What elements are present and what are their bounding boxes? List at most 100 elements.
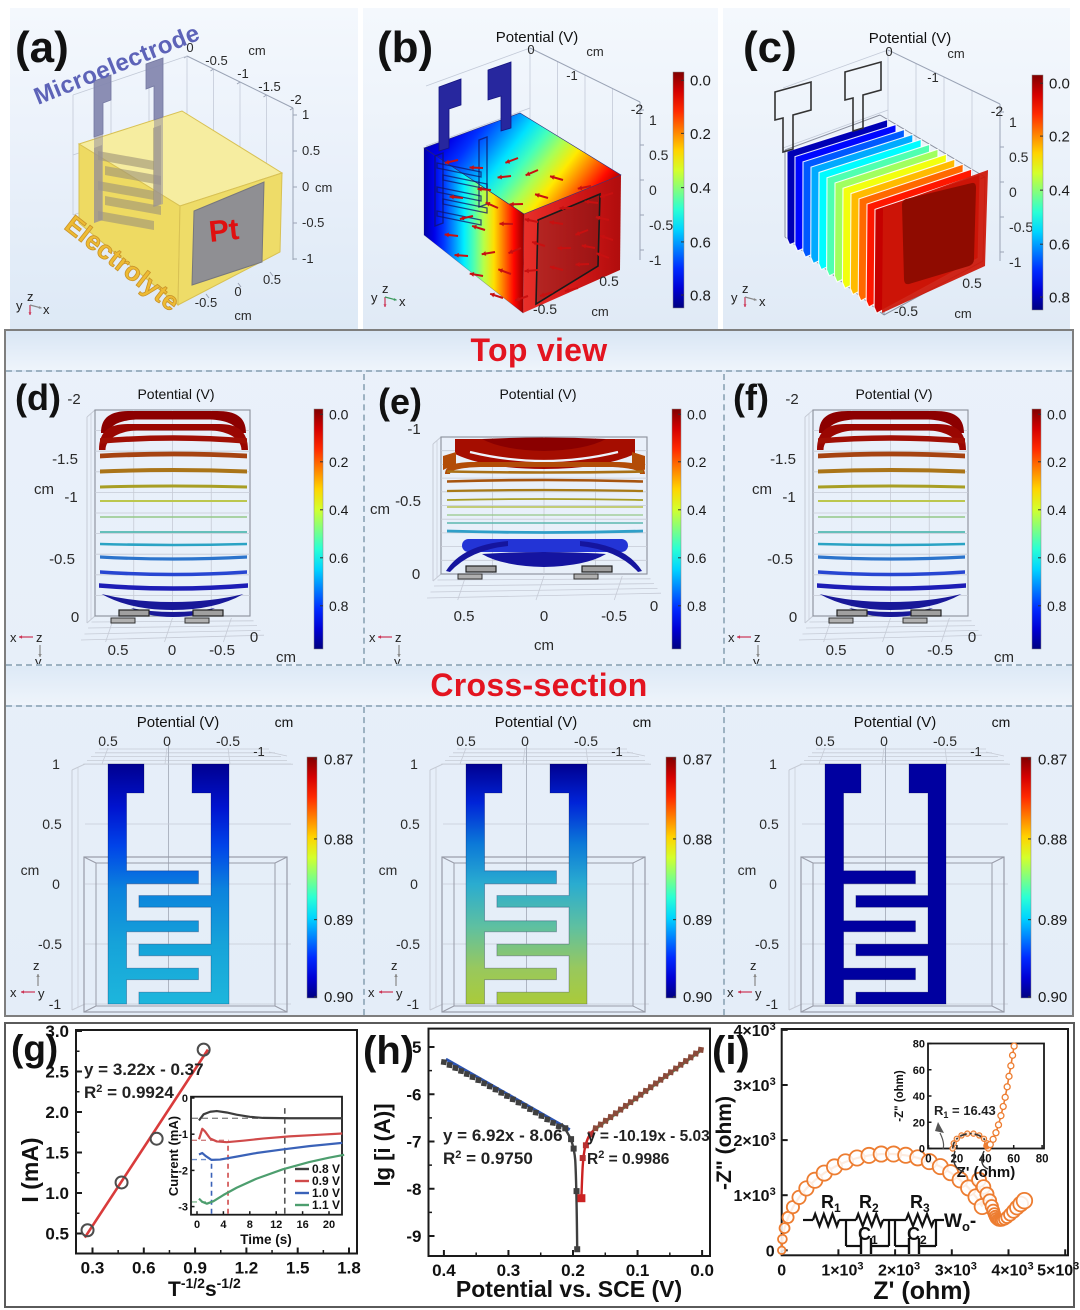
svg-text:-0.5: -0.5 bbox=[601, 608, 627, 625]
svg-text:-0.5: -0.5 bbox=[933, 733, 957, 749]
svg-text:0: 0 bbox=[194, 1219, 200, 1231]
svg-text:-2: -2 bbox=[178, 1165, 188, 1177]
svg-text:0.5: 0.5 bbox=[1009, 149, 1029, 165]
svg-text:0.8: 0.8 bbox=[1047, 598, 1067, 614]
svg-text:Potential (V): Potential (V) bbox=[854, 714, 937, 731]
svg-text:0.5: 0.5 bbox=[302, 143, 320, 158]
svg-text:y: y bbox=[371, 290, 378, 305]
svg-text:x: x bbox=[10, 985, 17, 1000]
svg-text:z: z bbox=[33, 958, 40, 973]
svg-text:-1: -1 bbox=[1009, 254, 1022, 270]
svg-text:z: z bbox=[754, 630, 761, 645]
svg-text:0.9: 0.9 bbox=[183, 1259, 207, 1278]
svg-text:-0.5: -0.5 bbox=[894, 303, 918, 319]
svg-text:0: 0 bbox=[925, 1154, 931, 1166]
svg-text:-0.5: -0.5 bbox=[767, 551, 793, 568]
svg-text:y: y bbox=[396, 986, 403, 1001]
svg-text:0.5: 0.5 bbox=[759, 816, 779, 832]
svg-text:z: z bbox=[742, 281, 749, 296]
svg-text:-0.5: -0.5 bbox=[216, 733, 240, 749]
svg-text:1.2: 1.2 bbox=[235, 1259, 259, 1278]
svg-text:0: 0 bbox=[766, 1243, 775, 1260]
svg-text:cm: cm bbox=[275, 714, 294, 730]
svg-text:I (mA): I (mA) bbox=[17, 1137, 43, 1202]
svg-text:cm: cm bbox=[315, 180, 332, 195]
svg-text:0.6: 0.6 bbox=[329, 550, 349, 566]
svg-text:0: 0 bbox=[521, 733, 529, 749]
svg-text:0.5: 0.5 bbox=[599, 273, 619, 289]
svg-text:0.3: 0.3 bbox=[81, 1259, 105, 1278]
svg-text:(g): (g) bbox=[11, 1028, 58, 1069]
svg-text:0.88: 0.88 bbox=[1038, 831, 1067, 848]
svg-text:y: y bbox=[753, 654, 760, 669]
svg-text:(b): (b) bbox=[377, 23, 433, 72]
svg-text:cm: cm bbox=[738, 862, 757, 878]
svg-text:(c): (c) bbox=[743, 23, 797, 72]
svg-text:0.8 V: 0.8 V bbox=[312, 1162, 340, 1176]
svg-text:cm: cm bbox=[379, 862, 398, 878]
svg-text:-2: -2 bbox=[631, 101, 644, 117]
svg-text:(d): (d) bbox=[15, 377, 61, 418]
svg-text:-0.5: -0.5 bbox=[927, 642, 953, 659]
svg-text:Pt: Pt bbox=[207, 213, 240, 249]
svg-text:4×103: 4×103 bbox=[991, 1260, 1033, 1279]
svg-text:0.2: 0.2 bbox=[687, 454, 707, 470]
svg-text:Potential (V): Potential (V) bbox=[869, 30, 952, 47]
svg-text:y: y bbox=[755, 986, 762, 1001]
svg-text:-1: -1 bbox=[64, 489, 77, 506]
svg-text:4×103: 4×103 bbox=[734, 1021, 776, 1040]
svg-text:0: 0 bbox=[885, 44, 892, 59]
svg-text:Potential (V): Potential (V) bbox=[137, 714, 220, 731]
svg-text:0: 0 bbox=[168, 642, 176, 659]
svg-text:x: x bbox=[368, 985, 375, 1000]
svg-text:Z' (ohm): Z' (ohm) bbox=[873, 1277, 971, 1305]
svg-text:cm: cm bbox=[34, 481, 54, 498]
svg-text:0.0: 0.0 bbox=[1047, 406, 1067, 422]
svg-text:0: 0 bbox=[410, 876, 418, 892]
svg-text:0.6: 0.6 bbox=[132, 1259, 156, 1278]
svg-text:Potential (V): Potential (V) bbox=[495, 714, 578, 731]
svg-text:0: 0 bbox=[880, 733, 888, 749]
svg-text:2.0: 2.0 bbox=[45, 1103, 69, 1122]
svg-text:0: 0 bbox=[71, 609, 79, 626]
svg-text:-0.5: -0.5 bbox=[1009, 219, 1033, 235]
svg-text:-1: -1 bbox=[970, 744, 982, 759]
svg-text:-0.5: -0.5 bbox=[755, 936, 779, 952]
svg-text:-9: -9 bbox=[406, 1227, 421, 1246]
svg-text:2.5: 2.5 bbox=[45, 1063, 69, 1082]
svg-text:3×103: 3×103 bbox=[935, 1260, 977, 1279]
svg-text:0.89: 0.89 bbox=[683, 912, 712, 929]
svg-text:y = -10.19x - 5.03: y = -10.19x - 5.03 bbox=[587, 1128, 710, 1145]
svg-text:y: y bbox=[394, 654, 401, 669]
svg-text:-1: -1 bbox=[782, 489, 795, 506]
svg-text:12: 12 bbox=[270, 1219, 282, 1231]
svg-text:1.0 V: 1.0 V bbox=[312, 1186, 340, 1200]
svg-text:x: x bbox=[10, 630, 17, 645]
svg-text:-Z" (ohm): -Z" (ohm) bbox=[894, 1070, 906, 1122]
svg-text:cm: cm bbox=[21, 862, 40, 878]
svg-text:-1: -1 bbox=[302, 251, 314, 266]
svg-text:0.8: 0.8 bbox=[1049, 289, 1070, 306]
svg-text:z: z bbox=[391, 958, 398, 973]
svg-text:-0.5: -0.5 bbox=[209, 642, 235, 659]
svg-text:3×103: 3×103 bbox=[734, 1076, 776, 1095]
svg-text:-3: -3 bbox=[178, 1202, 188, 1214]
svg-text:x: x bbox=[399, 294, 406, 309]
svg-text:-1.5: -1.5 bbox=[770, 451, 796, 468]
svg-text:0: 0 bbox=[302, 179, 309, 194]
svg-text:0: 0 bbox=[52, 876, 60, 892]
svg-text:Potential (V): Potential (V) bbox=[137, 386, 214, 402]
svg-text:x: x bbox=[727, 985, 734, 1000]
svg-text:y = 3.22x - 0.37: y = 3.22x - 0.37 bbox=[84, 1060, 204, 1079]
svg-text:y = 6.92x - 8.06: y = 6.92x - 8.06 bbox=[443, 1126, 563, 1145]
svg-text:-0.5: -0.5 bbox=[574, 733, 598, 749]
svg-text:0.2: 0.2 bbox=[561, 1261, 585, 1280]
svg-text:3.0: 3.0 bbox=[45, 1022, 69, 1041]
svg-text:-6: -6 bbox=[406, 1085, 421, 1104]
svg-text:0.0: 0.0 bbox=[1049, 76, 1070, 93]
svg-text:2×103: 2×103 bbox=[878, 1260, 920, 1279]
svg-text:cm: cm bbox=[633, 714, 652, 730]
svg-text:0.5: 0.5 bbox=[454, 608, 475, 625]
svg-text:-0.5: -0.5 bbox=[38, 936, 62, 952]
svg-text:0.87: 0.87 bbox=[1038, 751, 1067, 768]
